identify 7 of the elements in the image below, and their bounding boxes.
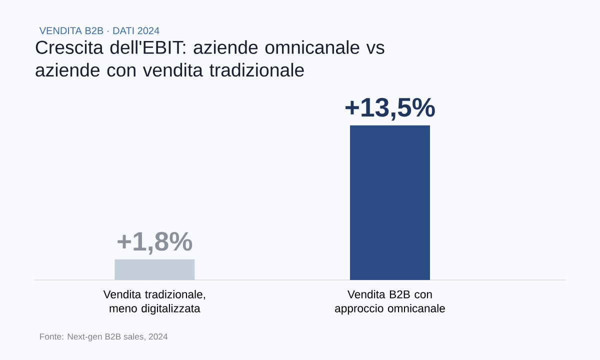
- x-tick-label: Vendita tradizionale, meno digitalizzata: [103, 290, 205, 315]
- source-note: Fonte: Next-gen B2B sales, 2024: [40, 333, 168, 342]
- chart-title: Crescita dell'EBIT: aziende omnicanale vs aziende con vendita tradizionale: [36, 40, 384, 77]
- x-tick-label: Vendita B2B con approccio omnicanale: [335, 290, 445, 315]
- data-label: +13,5%: [346, 98, 435, 121]
- chart-subtitle: VENDITA B2B · DATI 2024: [39, 27, 160, 34]
- data-label: +1,8%: [118, 232, 192, 255]
